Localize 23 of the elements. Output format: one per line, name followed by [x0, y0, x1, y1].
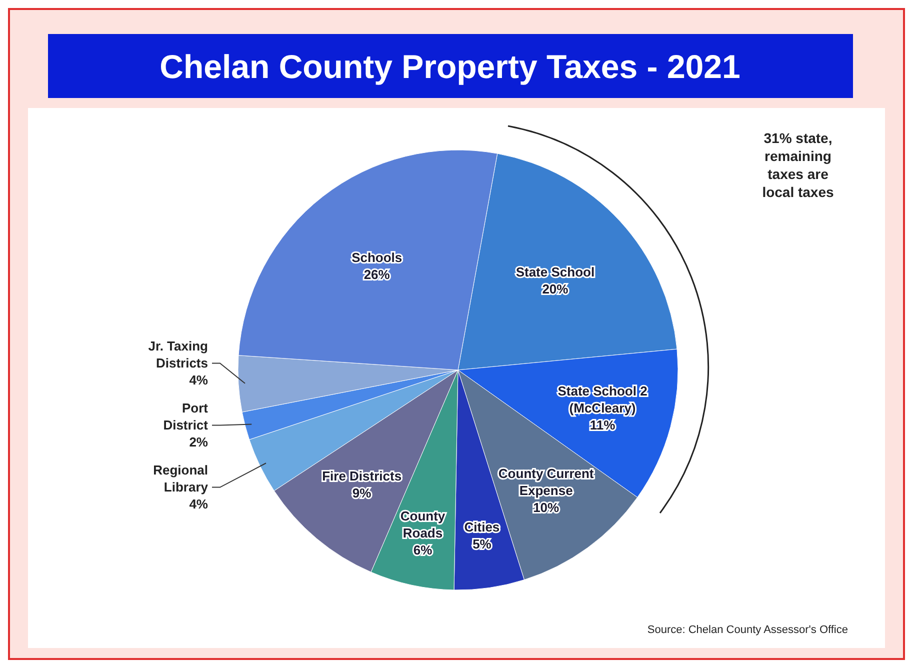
- data-label: 6%: [413, 542, 433, 558]
- data-label: 20%: [542, 282, 569, 297]
- data-label: 9%: [352, 486, 372, 501]
- slice-label: State School 2 (McCleary): [558, 384, 648, 416]
- data-label: 10%: [533, 500, 560, 515]
- chart-title: Chelan County Property Taxes - 2021: [160, 48, 740, 85]
- data-label: 2%: [189, 434, 208, 450]
- slice-label: Port District: [163, 400, 209, 432]
- slice-label: Regional Library: [153, 462, 209, 494]
- data-label: 4%: [189, 372, 208, 388]
- slice-label: Jr. Taxing Districts: [148, 338, 208, 370]
- slice-label: Cities: [464, 519, 500, 534]
- data-label: 5%: [472, 536, 492, 552]
- slice-label: Fire Districts: [322, 468, 402, 484]
- slice-label: County Roads: [400, 508, 446, 540]
- slice-label: County Current Expense: [498, 466, 594, 498]
- data-label: 11%: [590, 418, 616, 433]
- slice-label: Schools: [352, 250, 402, 265]
- text: 31% state, remaining taxes are local taxes: [762, 130, 834, 200]
- data-label: 26%: [364, 266, 390, 282]
- data-label: 4%: [189, 496, 208, 512]
- slice-label: State School: [516, 264, 595, 280]
- source-note: Source: Chelan County Assessor's Office: [647, 624, 848, 636]
